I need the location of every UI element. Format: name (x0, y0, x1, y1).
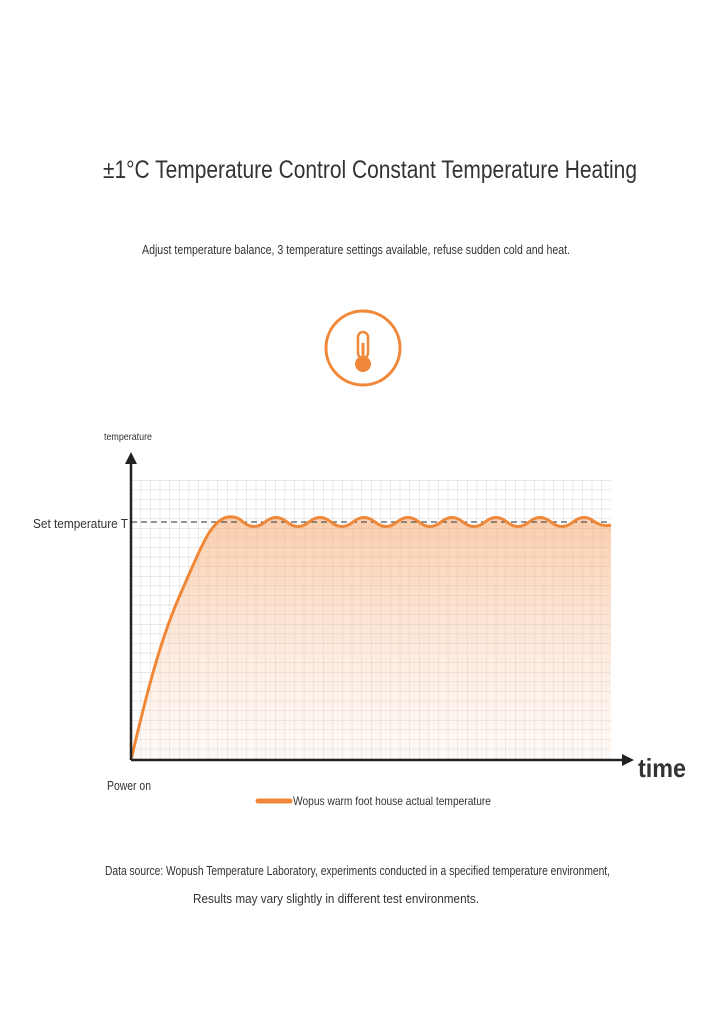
x-label: time (638, 753, 686, 783)
y-arrow (125, 452, 137, 464)
curve-fill (131, 516, 611, 760)
diagram: temperature Set temperature T Power on t… (33, 432, 686, 808)
footnote: Data source: Wopush Temperature Laborato… (105, 863, 610, 878)
x-arrow (622, 754, 634, 766)
origin-label: Power on (107, 778, 151, 793)
set-label: Set temperature T (33, 516, 128, 531)
thermometer-icon (324, 309, 402, 387)
curve (129, 515, 612, 761)
title: ±1°C Temperature Control Constant Temper… (103, 156, 637, 184)
y-label: temperature (104, 432, 152, 443)
legend-label: Wopus warm foot house actual temperature (293, 794, 491, 808)
footnote: Results may vary slightly in different t… (193, 891, 479, 906)
subtitle: Adjust temperature balance, 3 temperatur… (142, 242, 570, 257)
